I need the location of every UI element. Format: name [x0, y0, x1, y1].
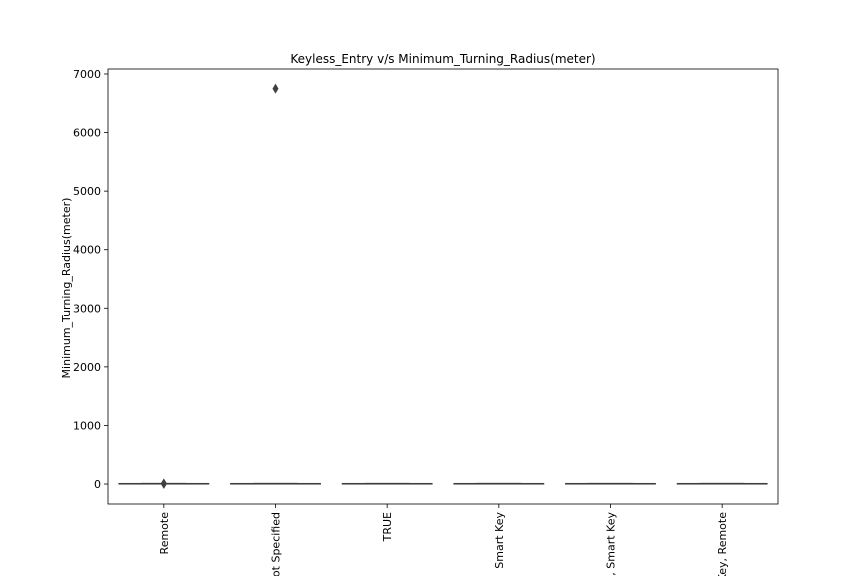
plot-frame	[107, 68, 779, 505]
y-tick-label: 4000	[73, 244, 101, 257]
x-tick-label: Remote, Smart Key	[605, 512, 618, 576]
y-tick-label: 5000	[73, 185, 101, 198]
x-tick-label: Smart Key	[493, 512, 506, 569]
y-tick-label: 1000	[73, 419, 101, 432]
chart-title: Keyless_Entry v/s Minimum_Turning_Radius…	[290, 52, 595, 66]
y-axis-label: Minimum_Turning_Radius(meter)	[60, 198, 73, 379]
y-tick-label: 0	[94, 478, 101, 491]
x-tick-label: TRUE	[381, 512, 394, 542]
y-tick-label: 7000	[73, 68, 101, 81]
outlier	[272, 83, 279, 94]
x-tick-label: Remote	[158, 512, 171, 555]
y-tick-label: 2000	[73, 361, 101, 374]
y-tick-label: 6000	[73, 127, 101, 140]
x-tick-label: Smart Key, Remote	[716, 512, 729, 576]
outlier	[160, 478, 167, 489]
y-tick-label: 3000	[73, 302, 101, 315]
x-tick-label: Not Specified	[270, 512, 283, 576]
